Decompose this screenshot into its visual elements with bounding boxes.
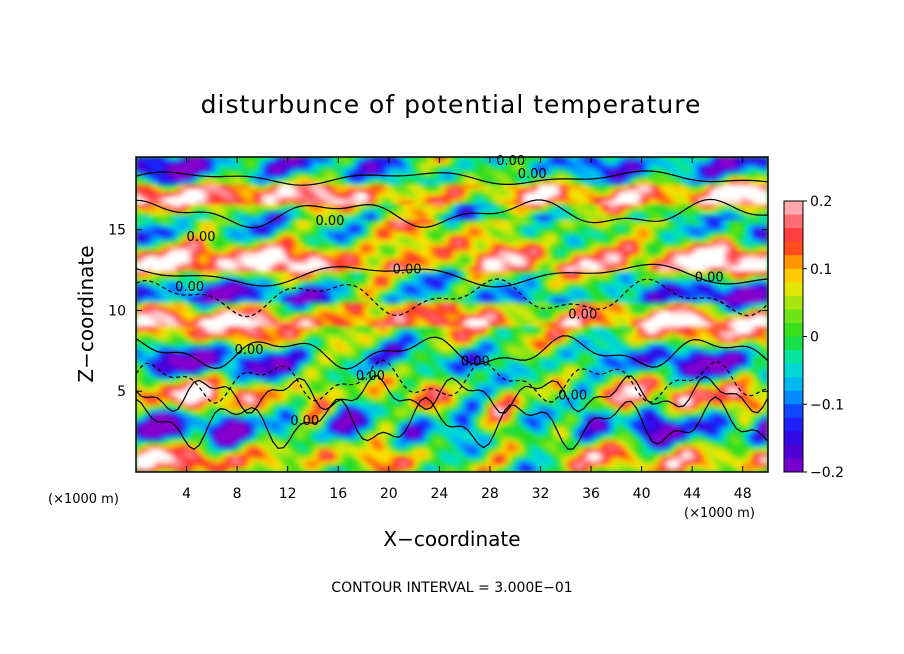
contour-line-negative [136, 278, 768, 318]
contour-labels: 0.000.000.000.000.000.000.000.000.000.00… [175, 154, 723, 429]
field-image [136, 157, 768, 472]
contour-line-positive [136, 335, 768, 370]
colorbar-segment [784, 444, 803, 459]
colorbar-tick-label: −0.2 [810, 465, 844, 481]
colorbar-segment [784, 363, 803, 378]
contour-line-positive [136, 375, 768, 414]
colorbar-tick-label: −0.1 [810, 397, 844, 413]
colorbar-segment [784, 431, 803, 446]
colorbar-segment [784, 214, 803, 229]
colorbar-segment [784, 417, 803, 432]
y-tick-label: 5 [117, 384, 126, 400]
colorbar-segment [784, 336, 803, 351]
x-tick-label: 24 [430, 486, 448, 502]
plot-frame [135, 156, 769, 473]
y-axis-title: Z−coordinate [74, 245, 98, 382]
x-unit-left: (×1000 m) [48, 492, 119, 507]
contour-label: 0.00 [695, 270, 724, 285]
contour-label: 0.00 [315, 214, 344, 229]
colorbar-segment [784, 404, 803, 419]
contour-line-positive [136, 396, 768, 451]
x-tick-label: 4 [182, 486, 191, 502]
contour-label: 0.00 [175, 280, 204, 295]
colorbar-segment [784, 390, 803, 405]
contour-lines [136, 170, 768, 451]
x-tick-label: 12 [279, 486, 297, 502]
x-axis-ticks: 4 8 12 16 20 24 28 32 36 40 44 48 [182, 157, 752, 502]
colorbar-segment [784, 309, 803, 324]
contour-label: 0.00 [187, 230, 216, 245]
contour-interval-note: CONTOUR INTERVAL = 3.000E−01 [331, 580, 572, 596]
colorbar-segment [784, 377, 803, 392]
colorbar-tick-label: 0.1 [810, 262, 832, 278]
colorbar-tick-label: 0 [810, 330, 819, 346]
x-tick-label: 28 [481, 486, 499, 502]
colorbar-segment [784, 255, 803, 270]
contour-label: 0.00 [461, 354, 490, 369]
colorbar-segment [784, 241, 803, 256]
field-layer [136, 157, 768, 472]
contour-label: 0.00 [568, 308, 597, 323]
y-tick-label: 15 [108, 223, 126, 239]
contour-label: 0.00 [290, 414, 319, 429]
x-tick-label: 8 [233, 486, 242, 502]
x-tick-label: 20 [380, 486, 398, 502]
contour-label: 0.00 [393, 262, 422, 277]
colorbar-tick-label: 0.2 [810, 194, 832, 210]
contour-line-negative [136, 359, 768, 404]
colorbar-segment [784, 322, 803, 337]
colorbar-segment [784, 458, 803, 473]
colorbar-ticks: 0.2 0.1 0 −0.1 −0.2 [803, 194, 844, 481]
chart-title: disturbunce of potential temperature [201, 90, 702, 119]
colorbar-segments [784, 201, 803, 473]
contour-line-positive [136, 170, 768, 186]
contour-label: 0.00 [356, 369, 385, 384]
x-tick-label: 16 [329, 486, 347, 502]
x-axis-title: X−coordinate [383, 527, 520, 551]
x-tick-label: 36 [582, 486, 600, 502]
contour-label: 0.00 [518, 167, 547, 182]
y-tick-label: 10 [108, 303, 126, 319]
colorbar-segment [784, 201, 803, 216]
contour-label: 0.00 [558, 388, 587, 403]
contour-label: 0.00 [235, 343, 264, 358]
x-tick-label: 40 [633, 486, 651, 502]
colorbar-segment [784, 295, 803, 310]
x-tick-label: 32 [532, 486, 550, 502]
x-unit-right: (×1000 m) [684, 506, 755, 521]
x-tick-label: 44 [683, 486, 701, 502]
x-tick-label: 48 [734, 486, 752, 502]
contour-line-positive [136, 198, 768, 229]
contour-line-positive [136, 263, 768, 288]
colorbar-segment [784, 268, 803, 283]
colorbar-segment [784, 282, 803, 297]
colorbar-segment [784, 228, 803, 243]
y-axis-ticks: 5 10 15 [108, 223, 768, 400]
contour-label: 0.00 [496, 154, 525, 169]
colorbar-segment [784, 350, 803, 365]
plot-area: 0.000.000.000.000.000.000.000.000.000.00… [108, 154, 769, 502]
colorbar: 0.2 0.1 0 −0.1 −0.2 [783, 194, 844, 481]
